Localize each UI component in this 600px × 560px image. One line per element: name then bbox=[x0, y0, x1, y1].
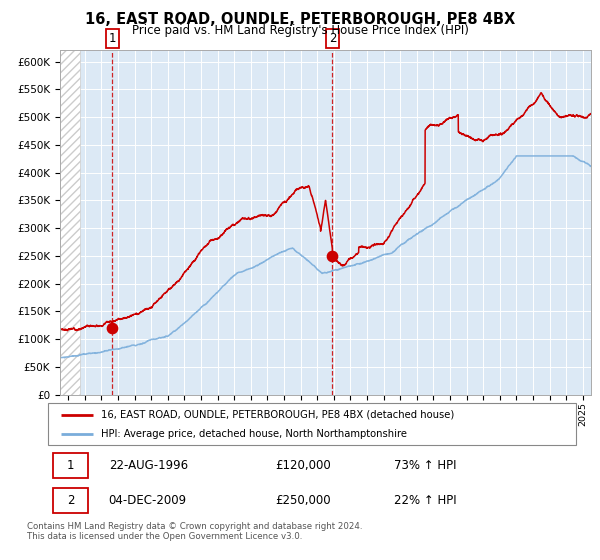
Point bbox=[107, 324, 117, 333]
Text: 16, EAST ROAD, OUNDLE, PETERBOROUGH, PE8 4BX (detached house): 16, EAST ROAD, OUNDLE, PETERBOROUGH, PE8… bbox=[101, 409, 454, 419]
Text: 2: 2 bbox=[329, 32, 336, 45]
Text: £250,000: £250,000 bbox=[275, 494, 331, 507]
FancyBboxPatch shape bbox=[53, 488, 88, 513]
Text: Price paid vs. HM Land Registry's House Price Index (HPI): Price paid vs. HM Land Registry's House … bbox=[131, 24, 469, 36]
Text: 22% ↑ HPI: 22% ↑ HPI bbox=[394, 494, 457, 507]
Text: £120,000: £120,000 bbox=[275, 459, 331, 472]
Text: 1: 1 bbox=[109, 32, 116, 45]
Text: 1: 1 bbox=[67, 459, 74, 472]
Text: 22-AUG-1996: 22-AUG-1996 bbox=[109, 459, 188, 472]
Text: Contains HM Land Registry data © Crown copyright and database right 2024.
This d: Contains HM Land Registry data © Crown c… bbox=[27, 522, 362, 542]
Text: 2: 2 bbox=[67, 494, 74, 507]
FancyBboxPatch shape bbox=[48, 403, 576, 445]
Text: HPI: Average price, detached house, North Northamptonshire: HPI: Average price, detached house, Nort… bbox=[101, 429, 407, 439]
Point bbox=[328, 251, 337, 260]
Text: 04-DEC-2009: 04-DEC-2009 bbox=[109, 494, 187, 507]
Text: 73% ↑ HPI: 73% ↑ HPI bbox=[394, 459, 457, 472]
FancyBboxPatch shape bbox=[53, 453, 88, 478]
Bar bbox=[60, 50, 80, 395]
Text: 16, EAST ROAD, OUNDLE, PETERBOROUGH, PE8 4BX: 16, EAST ROAD, OUNDLE, PETERBOROUGH, PE8… bbox=[85, 12, 515, 27]
